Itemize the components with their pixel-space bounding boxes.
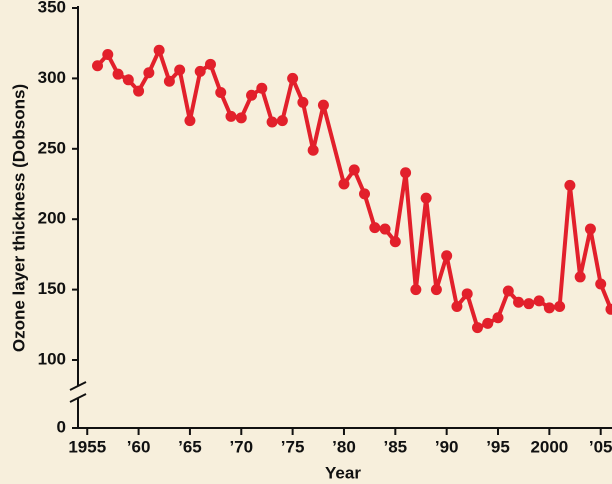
y-tick-label: 150 [38, 279, 66, 298]
data-point [543, 302, 555, 314]
data-point [266, 116, 278, 128]
data-point [153, 44, 165, 56]
data-point [307, 144, 319, 156]
x-tick-label: ’05 [589, 437, 612, 456]
data-point [133, 85, 145, 97]
data-point [574, 271, 586, 283]
data-point [92, 60, 104, 72]
data-point [194, 65, 206, 77]
data-point [389, 236, 401, 248]
data-point [256, 82, 268, 94]
data-point [564, 179, 576, 191]
x-tick-label: ’75 [281, 437, 305, 456]
data-point [513, 296, 525, 308]
data-point [605, 303, 612, 315]
data-point [348, 164, 360, 176]
data-point [430, 284, 442, 296]
data-point [410, 284, 422, 296]
data-point [533, 295, 545, 307]
x-tick-label: ’60 [127, 437, 151, 456]
data-point [359, 188, 371, 200]
x-tick-label: 2000 [530, 437, 568, 456]
data-point [163, 75, 175, 87]
y-tick-label: 0 [57, 417, 66, 436]
x-axis-label: Year [325, 463, 361, 482]
data-point [287, 72, 299, 84]
data-point [122, 74, 134, 86]
data-point [595, 278, 607, 290]
x-tick-label: ’80 [332, 437, 356, 456]
data-point [204, 58, 216, 70]
data-point [215, 86, 227, 98]
data-point [225, 110, 237, 122]
data-point [451, 300, 463, 312]
y-tick-label: 100 [38, 349, 66, 368]
axis-break [69, 381, 87, 391]
y-tick-label: 350 [38, 0, 66, 16]
axis-break [69, 393, 87, 403]
y-tick-label: 250 [38, 138, 66, 157]
x-tick-label: ’95 [486, 437, 510, 456]
data-point [184, 115, 196, 127]
data-point [471, 322, 483, 334]
x-tick-label: ’65 [178, 437, 202, 456]
data-point [482, 317, 494, 329]
data-point [379, 223, 391, 235]
data-point [420, 192, 432, 204]
data-point [523, 298, 535, 310]
data-point [338, 178, 350, 190]
x-tick-label: ’70 [229, 437, 253, 456]
data-point [143, 67, 155, 79]
data-point [102, 48, 114, 60]
data-point [441, 250, 453, 262]
data-point [297, 96, 309, 108]
y-tick-label: 300 [38, 68, 66, 87]
data-point [112, 68, 124, 80]
data-point [502, 285, 514, 297]
data-point [317, 99, 329, 111]
data-line [96, 48, 612, 330]
y-axis-label: Ozone layer thickness (Dobsons) [9, 84, 28, 352]
data-point [584, 223, 596, 235]
data-point [554, 300, 566, 312]
x-tick-label: 1955 [68, 437, 106, 456]
x-tick-label: ’90 [435, 437, 459, 456]
x-tick-label: ’85 [383, 437, 407, 456]
data-point [174, 64, 186, 76]
data-point [492, 312, 504, 324]
data-point [246, 89, 258, 101]
data-point [400, 167, 412, 179]
data-point [235, 112, 247, 124]
y-tick-label: 200 [38, 209, 66, 228]
data-point [461, 288, 473, 300]
data-point [276, 115, 288, 127]
data-point [369, 222, 381, 234]
